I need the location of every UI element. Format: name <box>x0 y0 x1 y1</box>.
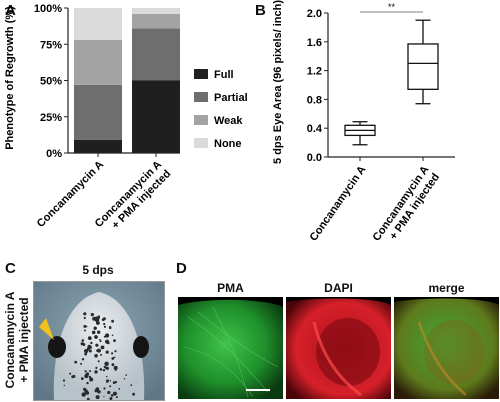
tadpole-micrograph <box>33 281 165 401</box>
panel-letter-a: A <box>5 2 16 19</box>
x-tick-label: Concanamycin A+ PMA injected <box>371 164 442 251</box>
bar-segment-none <box>132 8 180 14</box>
y-axis-label: Phenotype of Regrowth (%) <box>4 6 16 150</box>
panel-letter-d: D <box>176 260 187 277</box>
arrowhead-icon <box>39 318 54 340</box>
iqr-box <box>407 43 439 90</box>
panel-d-title-dapi: DAPI <box>324 281 353 295</box>
panel-c-row-label: Concanamycin A + PMA injected <box>2 281 32 399</box>
legend-swatch <box>194 92 208 102</box>
significance-label: ** <box>388 2 396 12</box>
y-tick-label: 2.0 <box>307 8 322 20</box>
panel-letter-c: C <box>5 260 16 277</box>
panel-d-title-pma: PMA <box>217 281 244 295</box>
row-label-line-2: + PMA injected <box>17 297 31 383</box>
box-1 <box>344 121 376 146</box>
legend-label: Full <box>214 69 234 81</box>
legend-label: None <box>214 138 242 150</box>
y-tick-label: 0.0 <box>307 152 322 164</box>
legend-swatch <box>194 115 208 125</box>
panel-letter-b: B <box>255 2 266 19</box>
y-axis-label: 5 dps Eye Area (96 pixels/ inch) <box>272 0 284 164</box>
y-tick-label: 25% <box>40 112 62 124</box>
y-tick-label: 0.8 <box>307 94 322 106</box>
bar-segment-partial <box>132 28 180 81</box>
bar-segment-none <box>74 8 122 40</box>
merge-fluorescence-image <box>394 297 499 399</box>
y-tick-label: 100% <box>34 3 62 15</box>
y-tick-label: 75% <box>40 39 62 51</box>
y-tick-label: 50% <box>40 76 62 88</box>
legend-label: Partial <box>214 92 248 104</box>
panel-d-title-merge: merge <box>428 281 465 295</box>
pma-fluorescence-image <box>178 297 283 399</box>
x-tick-label: Concanamycin A+ PMA injected <box>93 159 174 240</box>
box-plot-chart: 5 dps Eye Area (96 pixels/ inch) 0.0 0.4 0… <box>272 0 455 251</box>
bar-segment-weak <box>74 39 122 85</box>
legend-swatch <box>194 69 208 79</box>
bar-segment-full <box>132 80 180 153</box>
y-tick-label: 1.2 <box>307 66 322 78</box>
y-tick-label: 1.6 <box>307 37 322 49</box>
row-label-line-1: Concanamycin A <box>3 291 17 389</box>
y-tick-label: 0% <box>46 148 62 160</box>
legend-label: Weak <box>214 115 243 127</box>
bar-segment-full <box>74 139 122 153</box>
box-2 <box>407 19 439 105</box>
panel-c-title: 5 dps <box>82 263 114 277</box>
y-tick-label: 0.4 <box>307 123 323 135</box>
bar-segment-weak <box>132 13 180 29</box>
x-tick-label: Concanamycin A <box>308 164 369 244</box>
stacked-bar-chart: Phenotype of Regrowth (%) 0% 25% 50% 75% 100… <box>4 3 248 240</box>
bar-segment-partial <box>74 84 122 140</box>
dapi-fluorescence-image <box>286 297 391 399</box>
legend-swatch <box>194 138 208 148</box>
